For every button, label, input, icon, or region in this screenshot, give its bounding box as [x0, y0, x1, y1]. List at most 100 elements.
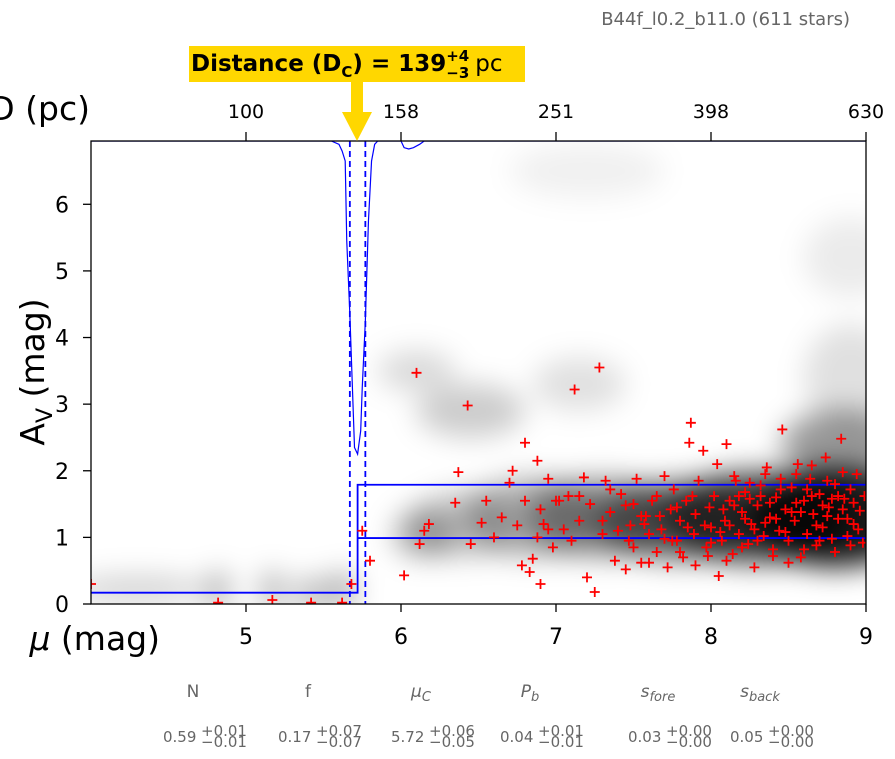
star-marker [671, 502, 682, 513]
star-marker [761, 462, 772, 473]
star-marker [718, 504, 729, 515]
density-map [91, 144, 866, 604]
star-marker [574, 491, 585, 502]
top-tick-label: 158 [383, 101, 419, 123]
star-marker [520, 495, 530, 506]
star-marker [678, 552, 689, 563]
star-marker [774, 525, 785, 536]
star-marker [783, 535, 794, 546]
star-marker [647, 495, 658, 506]
param-plus: +0.00 [666, 722, 712, 740]
star-marker [423, 519, 434, 530]
x-tick-label: 5 [239, 625, 253, 650]
x-tick-label: 6 [394, 625, 408, 650]
star-marker [833, 513, 844, 524]
param-plus: +0.00 [768, 722, 814, 740]
star-marker [758, 531, 769, 542]
star-marker [729, 471, 740, 482]
param-value: 0.17 [278, 728, 311, 746]
star-marker [740, 513, 751, 524]
star-marker [682, 522, 693, 533]
star-marker [837, 467, 848, 478]
star-marker [524, 567, 535, 578]
star-marker [481, 495, 492, 506]
star-marker [623, 535, 634, 546]
star-marker [687, 491, 698, 502]
star-marker [574, 515, 585, 526]
top-tick-label: 398 [693, 101, 729, 123]
param-value: 0.05 [730, 728, 763, 746]
star-marker [746, 519, 757, 530]
param-minus: −0.01 [538, 733, 584, 751]
star-marker [681, 495, 692, 506]
star-marker [814, 489, 825, 500]
star-marker [516, 560, 527, 571]
star-marker [749, 524, 760, 535]
star-marker [702, 551, 713, 562]
star-marker [719, 515, 730, 526]
top-tick-label: 251 [538, 101, 574, 123]
star-marker [795, 552, 806, 563]
star-marker [792, 459, 803, 470]
star-marker [91, 579, 96, 590]
star-marker [836, 433, 847, 444]
star-marker [684, 437, 695, 448]
star-marker [721, 555, 732, 566]
star-marker [656, 524, 667, 535]
star-marker [532, 532, 543, 543]
star-marker [605, 484, 616, 495]
star-marker [760, 469, 771, 480]
star-marker [789, 515, 800, 526]
star-marker [609, 555, 620, 566]
star-marker [365, 555, 375, 566]
param-plus: +0.06 [429, 722, 475, 740]
star-marker [566, 535, 577, 546]
star-marker [644, 529, 654, 540]
density-blob [416, 384, 525, 438]
star-marker [569, 384, 580, 395]
star-marker [496, 512, 507, 523]
star-marker [685, 417, 696, 428]
star-marker [659, 533, 670, 544]
star-marker [507, 465, 518, 476]
star-marker [802, 529, 813, 540]
star-marker [806, 491, 817, 502]
star-marker [535, 579, 546, 590]
star-marker [462, 400, 473, 411]
star-marker [740, 487, 751, 498]
star-marker [688, 529, 699, 540]
distance-pdf-line [91, 141, 866, 457]
star-marker [520, 437, 530, 448]
distance-callout: Distance (DC) = 139+4 −3 pc [189, 46, 525, 141]
star-marker [853, 524, 864, 535]
x-tick-label: 7 [549, 625, 563, 650]
star-marker [786, 507, 797, 518]
star-marker [699, 520, 710, 531]
param-minus: −0.07 [316, 733, 362, 751]
y-tick-label: 2 [55, 460, 69, 485]
star-marker [805, 473, 816, 484]
param-name: N [187, 682, 200, 702]
star-marker [651, 547, 662, 558]
star-marker [811, 520, 822, 531]
param-minus: −0.00 [768, 733, 814, 751]
param-minus: −0.01 [201, 733, 247, 751]
star-marker [213, 597, 224, 604]
star-marker [628, 499, 639, 510]
star-marker [715, 527, 726, 538]
top-tick-label: 630 [848, 101, 884, 123]
star-marker [628, 542, 639, 553]
star-marker [755, 491, 766, 502]
star-marker [644, 557, 654, 568]
star-marker [716, 535, 727, 546]
star-marker [777, 424, 788, 435]
star-marker [538, 519, 549, 530]
top-axis: 100 158 251 398 630 [228, 101, 884, 141]
star-marker [837, 504, 848, 515]
star-marker [613, 525, 623, 536]
star-marker [346, 579, 357, 590]
star-marker [489, 532, 499, 543]
star-marker [713, 571, 724, 582]
star-marker [833, 491, 844, 502]
y-tick-label: 0 [55, 593, 69, 618]
